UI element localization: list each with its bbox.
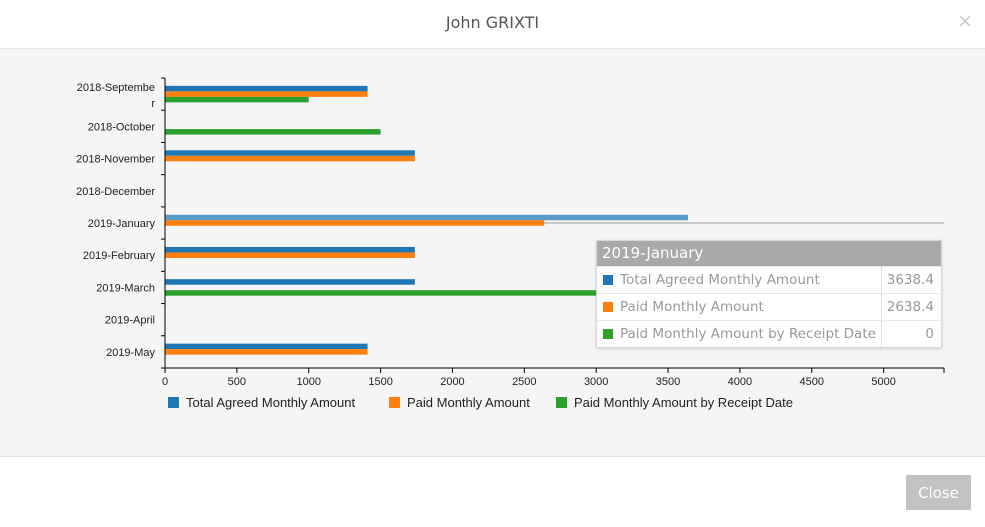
y-tick-label: 2018-October [88,121,156,133]
bar [165,220,545,226]
tooltip-row: Paid Monthly Amount 2638.4 [597,293,941,320]
y-tick-label: 2018-December [76,186,155,198]
y-tick-label: 2018-November [76,154,155,166]
x-tick-label: 1500 [368,376,392,388]
x-tick-label: 4500 [800,376,824,388]
tooltip-swatch [603,275,613,285]
y-tick-label: 2018-Septembe [77,82,155,94]
modal-title: John GRIXTI [445,13,540,32]
legend-label: Paid Monthly Amount by Receipt Date [574,395,793,410]
x-tick-label: 500 [228,376,246,388]
y-tick-label: 2019-March [96,282,155,294]
tooltip-label: Paid Monthly Amount by Receipt Date [620,326,876,342]
y-tick-label: 2019-May [106,347,155,359]
close-button[interactable]: Close [906,475,971,510]
x-tick-label: 5000 [871,376,895,388]
y-tick-label: 2019-February [83,250,156,262]
bar [165,214,688,221]
bar [165,150,415,156]
legend-label: Total Agreed Monthly Amount [186,395,355,410]
bar [165,91,368,97]
tooltip-label: Total Agreed Monthly Amount [620,272,820,288]
bar [165,349,368,355]
legend-label: Paid Monthly Amount [407,395,530,410]
y-tick-label: r [151,98,155,110]
x-tick-label: 3500 [656,376,680,388]
tooltip-swatch [603,302,613,312]
tooltip-row: Paid Monthly Amount by Receipt Date 0 [597,320,941,347]
modal-footer: Close [0,456,985,527]
bar-chart: 2018-Septembe r 2018-October 2018-November 2… [76,77,945,410]
bar [165,246,415,253]
bar [165,290,884,296]
tooltip-value: 2638.4 [886,299,934,315]
tooltip-label: Paid Monthly Amount [620,299,764,315]
y-tick-label: 2019-January [88,218,156,230]
chart-tooltip: 2019-January Total Agreed Monthly Amount… [596,240,942,348]
tooltip-row: Total Agreed Monthly Amount 3638.4 [597,266,941,293]
modal-header: John GRIXTI × [0,0,985,49]
x-tick-label: 0 [162,376,168,388]
bar [165,85,368,92]
x-tick-label: 3000 [584,376,608,388]
x-tick-label: 2000 [440,376,464,388]
y-tick-label: 2019-April [105,315,155,327]
bar [165,343,368,350]
bar [165,155,415,162]
x-tick-label: 1000 [296,376,320,388]
tooltip-value: 3638.4 [886,272,934,288]
x-tick-label: 4000 [728,376,752,388]
tooltip-value: 0 [925,326,934,342]
bar [165,252,415,258]
tooltip-swatch [603,329,613,339]
close-icon[interactable]: × [957,10,973,32]
bar [165,279,415,285]
legend-swatch [556,397,567,408]
legend-swatch [168,397,179,408]
tooltip-title: 2019-January [597,241,941,266]
bar [165,96,309,103]
bar [165,129,381,135]
legend-swatch [389,397,400,408]
x-tick-label: 2500 [512,376,536,388]
